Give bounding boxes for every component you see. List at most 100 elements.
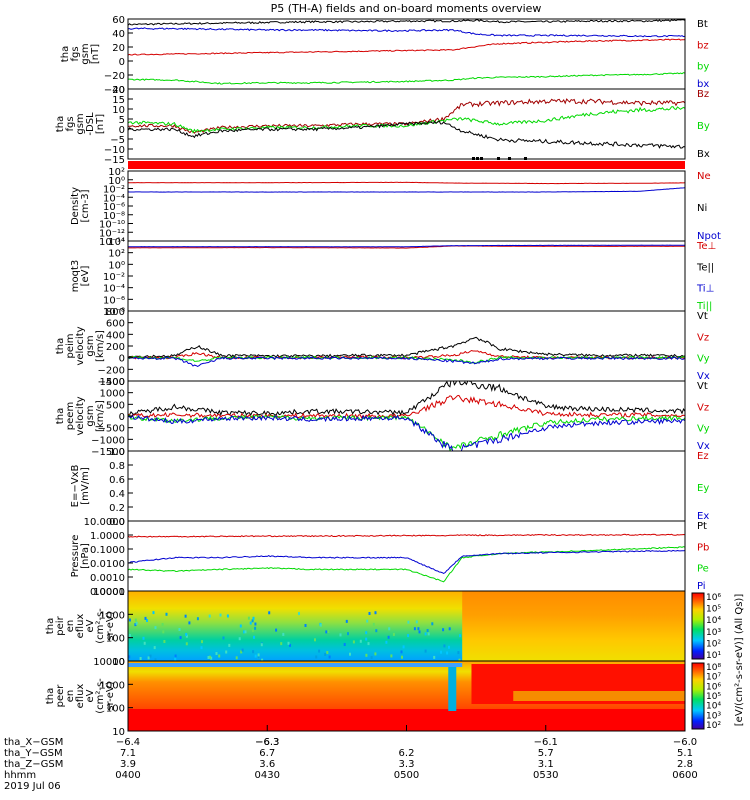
xaxis-row-value: 5.1 <box>677 748 693 759</box>
series-line-Vt <box>128 336 685 359</box>
panel-fgs-gsm-series <box>128 19 685 85</box>
spectrogram-cell <box>238 637 241 641</box>
legend-Ti||: Ti|| <box>696 301 712 312</box>
spectrogram-cell <box>324 652 327 656</box>
xaxis-row-value: 6.7 <box>259 748 275 759</box>
spectrogram-cell <box>359 639 362 643</box>
spectrogram-cell <box>427 632 430 636</box>
spectrogram-cell <box>458 658 461 662</box>
spectrogram-cell <box>254 626 257 630</box>
electron-spectrogram-top-band <box>128 663 463 667</box>
spectrogram-cell <box>372 622 375 626</box>
spectrogram-cell <box>314 638 316 642</box>
spectrogram-cell <box>185 633 188 636</box>
spectrogram-cell <box>413 627 416 631</box>
spectrogram-cell <box>154 626 157 630</box>
spectrogram-cell <box>152 611 155 615</box>
panel-frame-density <box>127 170 686 242</box>
spectrogram-cell <box>368 612 371 615</box>
legend-Vx: Vx <box>697 441 710 452</box>
ytick-label: −400 <box>98 377 125 388</box>
panel-frame-fgs-dsl <box>127 88 686 160</box>
xaxis-row-value: 0530 <box>533 770 558 781</box>
legend-Vy: Vy <box>697 424 710 435</box>
spectrogram-cell <box>268 611 271 615</box>
spectrogram-cell <box>375 629 378 633</box>
ytick-label: 10 <box>112 657 125 668</box>
series-line-by <box>128 72 685 85</box>
legend-Vx: Vx <box>697 371 710 382</box>
spectrogram-cell <box>261 658 264 662</box>
colorbar-tick: 10¹ <box>706 651 721 661</box>
spectrogram-cell <box>251 629 254 633</box>
spectrogram-cell <box>319 623 322 627</box>
panel-ylabel-fgs-gsm: thafgsgsm[nT] <box>60 43 101 64</box>
panel-ylabel-peer-spec: thapeerenefluxeV(cm²-s-sr-eV) <box>45 678 116 714</box>
ytick-label: 0 <box>119 57 125 68</box>
ytick-label: 0.0 <box>109 517 125 528</box>
legend-Pb: Pb <box>697 542 709 553</box>
ytick-label: −10 <box>104 145 125 156</box>
xaxis-row-label: tha_Y−GSM <box>4 748 63 759</box>
spectrogram-cell <box>298 612 300 616</box>
spectrogram-cell <box>388 627 391 631</box>
spectrogram-cell <box>208 655 211 659</box>
spectrogram-cell <box>275 628 278 632</box>
legend-Te⊥: Te⊥ <box>696 241 716 252</box>
series-line-Bt <box>128 19 685 26</box>
spectrogram-cell <box>327 630 330 633</box>
spectrogram-cell <box>417 627 420 631</box>
spectrogram-cell <box>200 646 203 650</box>
spectrogram-cell <box>325 630 328 634</box>
spectrogram-cell <box>218 654 221 658</box>
ytick-label: 15 <box>112 95 125 106</box>
spectrogram-cell <box>243 630 246 634</box>
series-line-bx <box>128 27 685 38</box>
ytick-label: 800 <box>106 307 125 318</box>
legend-Ti⊥: Ti⊥ <box>696 284 714 295</box>
colorbar-tick: 10³ <box>706 711 721 721</box>
ytick-label: 10⁻⁸ <box>103 211 125 222</box>
spectrogram-cell <box>226 614 229 618</box>
series-line-Bx <box>128 120 685 149</box>
ytick-label: 600 <box>106 319 125 330</box>
xaxis-row-label: hhmm <box>4 770 36 781</box>
series-line-Pi <box>128 549 685 574</box>
spectrogram-cell <box>228 643 231 647</box>
spectrogram-cell <box>407 634 410 638</box>
xaxis-row-value: 0430 <box>255 770 280 781</box>
colorbar-tick: 10² <box>706 721 721 731</box>
spectrogram-cell <box>139 657 142 660</box>
spectrogram-cell <box>257 653 260 657</box>
spectrogram-cell <box>366 619 369 623</box>
spectrogram-cell <box>282 632 285 636</box>
panel-temperature-series <box>128 244 685 249</box>
legend-bz: bz <box>697 40 709 51</box>
xaxis-row-value: 6.2 <box>399 748 415 759</box>
legend-Pi: Pi <box>697 581 706 592</box>
ytick-label: 1000 <box>100 389 125 400</box>
spectrogram-cell <box>352 640 355 644</box>
spectrogram-cell <box>326 651 329 654</box>
ytick-label: 0.2 <box>109 503 125 514</box>
legend-Pt: Pt <box>697 521 707 532</box>
colorbar-tick: 10⁵ <box>706 692 721 702</box>
ytick-label: 0.0010 <box>90 573 125 584</box>
ytick-label: 10⁻⁶ <box>103 202 125 213</box>
legend-Ne: Ne <box>697 171 711 182</box>
colorbar-label: [eV/(cm²-s-sr-eV)] (All Qs)] <box>734 594 745 727</box>
chart-title: P5 (TH-A) fields and on-board moments ov… <box>271 2 542 15</box>
spectrogram-cell <box>135 621 138 625</box>
panel-frames-layer <box>127 18 705 732</box>
panel-frame-pressure <box>127 520 686 592</box>
spectrogram-cell <box>402 645 405 649</box>
spectrogram-cell <box>457 651 460 655</box>
ytick-label: −40 <box>104 85 125 96</box>
ytick-label: 10⁻² <box>103 272 125 283</box>
spectrogram-layer <box>128 591 685 731</box>
series-line-Vx <box>128 414 685 451</box>
series-line-Ti⊥ <box>128 244 685 248</box>
spectrogram-cell <box>370 656 373 660</box>
spectrogram-cell <box>225 650 228 654</box>
spectrogram-cell <box>424 649 427 653</box>
